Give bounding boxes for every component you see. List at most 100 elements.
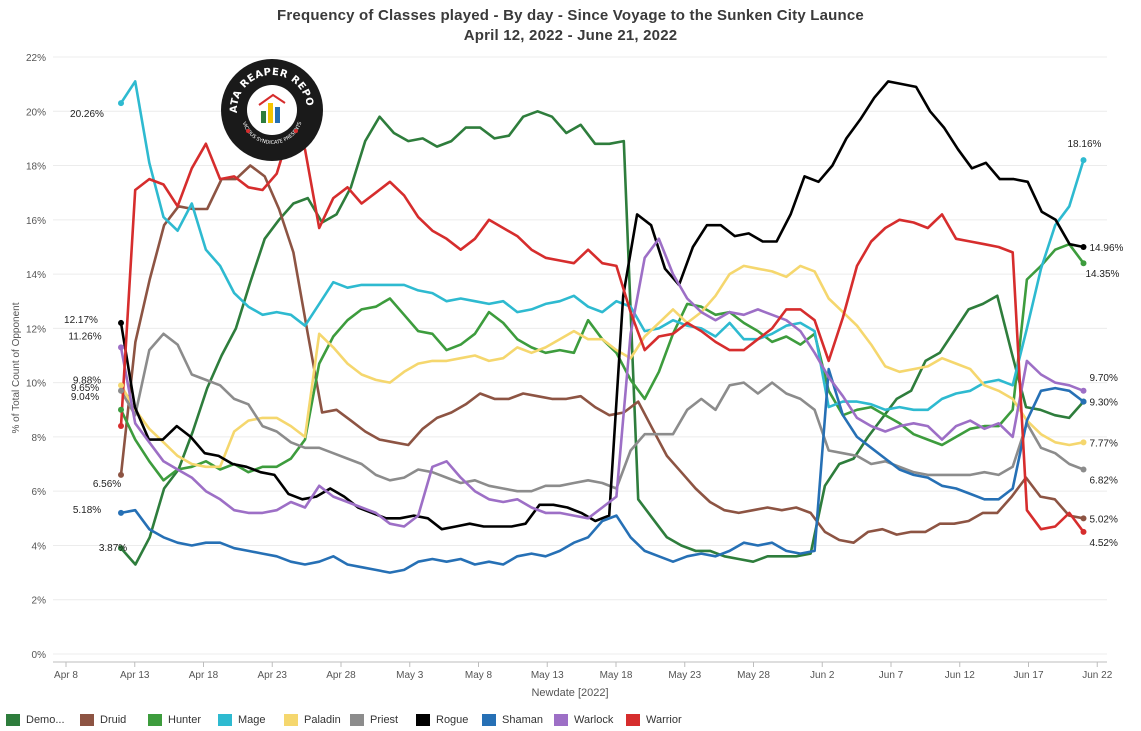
series-end-point xyxy=(1080,515,1087,522)
y-tick-label: 4% xyxy=(32,541,47,552)
y-tick-label: 18% xyxy=(26,162,46,173)
series-end-label: 18.16% xyxy=(1068,139,1102,150)
series-start-label: 6.56% xyxy=(93,479,121,490)
x-tick-label: Jun 22 xyxy=(1082,670,1112,681)
y-tick-label: 8% xyxy=(32,433,47,444)
y-tick-label: 6% xyxy=(32,487,47,498)
x-tick-label: May 28 xyxy=(737,670,770,681)
legend-item-hunter[interactable]: Hunter xyxy=(148,714,218,726)
series-end-label: 14.35% xyxy=(1086,269,1120,280)
series-end-point xyxy=(1080,466,1087,473)
series-start-label: 9.65% xyxy=(71,383,99,394)
x-axis-label: Newdate [2022] xyxy=(531,687,608,699)
legend-label: Warlock xyxy=(574,714,614,726)
series-line-warlock xyxy=(119,237,1085,528)
series-line-paladin xyxy=(119,264,1085,469)
x-tick-label: Apr 18 xyxy=(189,670,219,681)
legend-label: Rogue xyxy=(436,714,469,726)
series-end-point xyxy=(1080,157,1087,164)
legend-swatch xyxy=(482,714,496,726)
legend-item-mage[interactable]: Mage xyxy=(218,714,284,726)
legend-item-paladin[interactable]: Paladin xyxy=(284,714,350,726)
legend-label: Mage xyxy=(238,714,266,726)
legend-swatch xyxy=(148,714,162,726)
series-line-rogue xyxy=(119,80,1085,531)
x-tick-label: May 13 xyxy=(531,670,564,681)
series-end-label: 4.52% xyxy=(1090,538,1118,549)
x-tick-label: May 23 xyxy=(668,670,701,681)
chart-title: Frequency of Classes played - By day - S… xyxy=(277,7,864,24)
legend-label: Warrior xyxy=(646,714,682,726)
series-start-label: 12.17% xyxy=(64,315,98,326)
series-line-mage xyxy=(119,80,1085,412)
legend-item-druid[interactable]: Druid xyxy=(80,714,148,726)
x-tick-label: Apr 28 xyxy=(326,670,356,681)
y-tick-label: 12% xyxy=(26,324,46,335)
legend-label: Druid xyxy=(100,714,127,726)
series-start-point xyxy=(118,471,124,478)
x-tick-label: Apr 8 xyxy=(54,670,78,681)
y-tick-label: 16% xyxy=(26,216,46,227)
legend-item-shaman[interactable]: Shaman xyxy=(482,714,554,726)
y-tick-label: 22% xyxy=(26,53,46,64)
series-line-priest xyxy=(119,332,1085,493)
series-start-point xyxy=(118,344,124,351)
legend-label: Demo... xyxy=(26,714,65,726)
legend-swatch xyxy=(284,714,298,726)
x-tick-label: Apr 13 xyxy=(120,670,150,681)
y-tick-label: 10% xyxy=(26,379,46,390)
series-start-point xyxy=(118,387,124,394)
series-end-point xyxy=(1080,260,1087,267)
legend-item-warlock[interactable]: Warlock xyxy=(554,714,626,726)
x-tick-label: Jun 7 xyxy=(879,670,904,681)
series-end-label: 6.82% xyxy=(1090,475,1118,486)
y-tick-label: 0% xyxy=(32,650,47,661)
legend-item-rogue[interactable]: Rogue xyxy=(416,714,482,726)
series-start-point xyxy=(118,509,124,516)
y-axis-label: % of Total Count of Opponent xyxy=(11,302,22,433)
legend-swatch xyxy=(416,714,430,726)
chart-legend: Demo... Druid Hunter Mage Paladin Priest Rogue… xyxy=(6,712,696,728)
series-start-label: 20.26% xyxy=(70,109,104,120)
legend-label: Priest xyxy=(370,714,399,726)
legend-item-demo[interactable]: Demo... xyxy=(6,714,80,726)
x-tick-label: Jun 17 xyxy=(1013,670,1043,681)
series-end-point xyxy=(1080,387,1087,394)
y-tick-label: 20% xyxy=(26,107,46,118)
data-reaper-logo: DATA REAPER REPORT VICIOUS SYNDICATE PRE… xyxy=(221,59,323,161)
series-start-point xyxy=(118,406,124,413)
series-end-label: 14.96% xyxy=(1090,243,1124,254)
legend-item-priest[interactable]: Priest xyxy=(350,714,416,726)
legend-swatch xyxy=(80,714,94,726)
legend-label: Hunter xyxy=(168,714,202,726)
series-end-label: 9.30% xyxy=(1090,398,1118,409)
legend-swatch xyxy=(554,714,568,726)
y-tick-label: 14% xyxy=(26,270,46,281)
series-end-point xyxy=(1080,243,1087,250)
series-end-label: 9.70% xyxy=(1090,373,1118,384)
x-tick-label: May 8 xyxy=(465,670,493,681)
legend-swatch xyxy=(218,714,232,726)
series-start-point xyxy=(118,382,124,389)
series-start-label: 3.87% xyxy=(99,543,127,554)
x-tick-label: May 3 xyxy=(396,670,424,681)
x-tick-label: May 18 xyxy=(600,670,633,681)
series-start-label: 9.04% xyxy=(71,392,99,403)
x-tick-label: Apr 23 xyxy=(258,670,288,681)
series-start-label: 9.88% xyxy=(73,375,101,386)
series-start-point xyxy=(118,423,124,430)
legend-item-warrior[interactable]: Warrior xyxy=(626,714,696,726)
legend-swatch xyxy=(350,714,364,726)
series-line-druid xyxy=(119,164,1085,545)
legend-swatch xyxy=(6,714,20,726)
series-line-shaman xyxy=(119,367,1085,574)
series-start-label: 5.18% xyxy=(73,505,101,516)
legend-swatch xyxy=(626,714,640,726)
series-start-point xyxy=(118,319,124,326)
y-tick-label: 2% xyxy=(32,596,47,607)
series-start-point xyxy=(118,100,124,107)
series-end-label: 7.77% xyxy=(1090,438,1118,449)
x-tick-label: Jun 2 xyxy=(810,670,835,681)
series-end-point xyxy=(1080,398,1087,405)
